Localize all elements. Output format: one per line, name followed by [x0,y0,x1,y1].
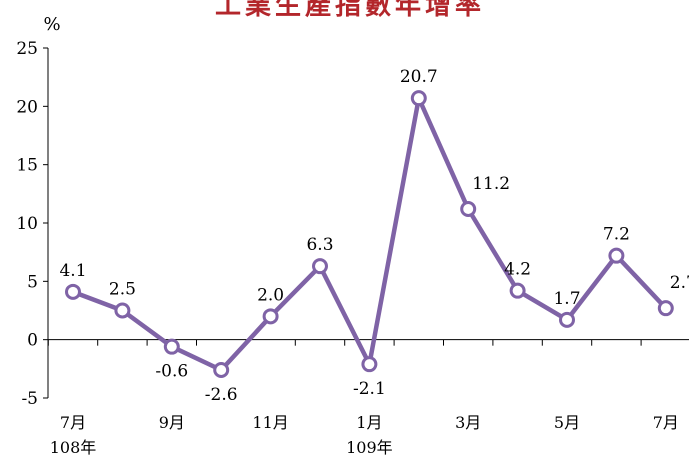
data-label: 20.7 [400,67,438,87]
x-year-label: 109年 [346,438,393,457]
data-label: 4.1 [59,261,86,281]
data-labels: 4.1 2.5 -0.6 -2.6 2.0 6.3 -2.1 20.7 11.2 4.2 1.7 7.… [59,67,689,405]
data-label: -0.6 [155,362,188,382]
data-point [608,247,625,264]
data-label: 7.2 [603,225,630,245]
data-point [312,258,328,275]
x-tick-label: 1月 [356,413,382,432]
x-year-label: 108年 [50,438,97,457]
series-line [70,95,669,373]
y-tick-label: 10 [16,214,38,234]
axes [47,48,689,398]
y-tick-label: 20 [16,97,38,117]
series-lines [70,95,669,373]
data-label: 4.2 [504,260,531,280]
x-tick-label: 5月 [554,413,580,432]
data-label: 2.0 [257,285,284,305]
chart-title: 工業生產指數年增率 [215,0,485,21]
data-label: 2.7 [670,273,689,293]
y-tick-label: 0 [27,331,38,351]
y-tick-label: 25 [16,39,38,59]
y-tick-label: 5 [27,272,38,292]
x-tick-label: 3月 [455,413,481,432]
x-tick-label: 7月 [60,413,86,432]
data-label: 1.7 [553,289,580,309]
y-axis-unit-label: % [43,14,60,35]
data-point [559,311,575,328]
x-tick-label: 9月 [159,413,185,432]
y-axis-ticks: 25 20 15 10 5 0 -5 [16,39,48,409]
data-point [262,308,279,325]
data-label: 2.5 [109,280,136,300]
data-label: -2.6 [205,385,238,405]
data-point [460,201,477,217]
data-point [213,362,230,378]
y-tick-label: 15 [16,156,38,176]
data-point [65,283,81,300]
data-point [163,338,180,355]
data-point [114,302,131,319]
x-tick-label: 7月 [653,413,679,432]
data-point [410,90,427,107]
data-label: -2.1 [353,379,386,399]
x-tick-label: 11月 [252,413,288,432]
data-label: 11.2 [472,174,510,194]
data-point [657,300,674,317]
data-points [65,90,674,378]
x-axis-ticks: 7月 9月 11月 1月 3月 5月 7月 108年 109年 [47,339,679,457]
y-tick-label: -5 [21,389,38,409]
data-label: 6.3 [306,235,333,255]
data-point [509,282,526,299]
data-point [361,356,378,373]
